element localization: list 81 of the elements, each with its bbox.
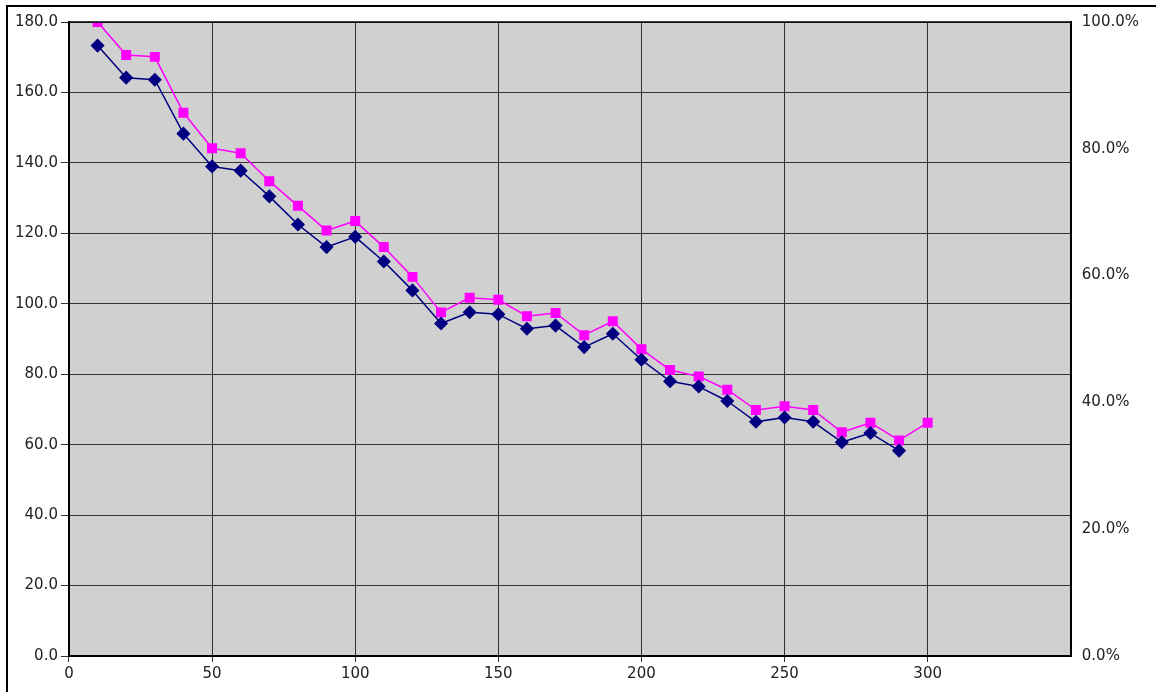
point — [207, 143, 218, 154]
point — [464, 292, 475, 303]
point — [350, 216, 361, 227]
point — [233, 163, 248, 178]
point — [777, 410, 792, 425]
point — [577, 340, 591, 354]
point — [292, 200, 303, 211]
y-tick-label: 160.0 — [14, 82, 58, 101]
point — [493, 294, 504, 305]
y-tick-label: 140.0 — [14, 152, 58, 171]
point — [663, 374, 677, 389]
point — [149, 51, 160, 62]
y2-tick-label: 60.0% — [1081, 265, 1130, 284]
x-tick-label: 50 — [202, 663, 222, 682]
y2-tick-label: 0.0% — [1081, 645, 1120, 664]
point — [693, 371, 704, 382]
point — [262, 189, 277, 204]
y2-tick-label: 80.0% — [1081, 138, 1130, 157]
x-tick-label: 250 — [770, 663, 799, 682]
point — [722, 384, 733, 395]
x-tick-label: 200 — [627, 663, 656, 682]
point — [462, 305, 477, 319]
point — [806, 415, 820, 429]
point — [491, 307, 506, 322]
point — [377, 254, 391, 269]
point — [148, 73, 162, 87]
point — [205, 159, 219, 174]
y2-tick-label: 20.0% — [1081, 519, 1130, 538]
point — [405, 283, 420, 298]
point — [407, 271, 418, 282]
point — [779, 401, 790, 412]
point — [321, 225, 332, 236]
point — [176, 126, 191, 141]
x-tick-label: 300 — [913, 663, 942, 682]
point — [235, 148, 246, 159]
point — [119, 70, 133, 85]
point — [520, 322, 534, 336]
x-tick-label: 100 — [340, 663, 370, 682]
y-tick-label: 0.0 — [34, 645, 58, 664]
point — [178, 107, 189, 118]
point — [665, 365, 676, 376]
point — [521, 311, 532, 322]
point — [90, 38, 105, 53]
point — [863, 426, 878, 440]
point — [720, 394, 735, 408]
point — [607, 316, 618, 327]
point — [808, 405, 819, 415]
point — [319, 240, 334, 254]
y-tick-label: 100.0 — [14, 293, 58, 312]
y2-tick-label: 100.0% — [1081, 11, 1140, 30]
point — [291, 217, 305, 232]
point — [750, 405, 761, 415]
point — [348, 230, 362, 244]
y-tick-label: 120.0 — [14, 223, 58, 242]
point — [550, 308, 561, 318]
point — [548, 318, 563, 333]
point — [835, 435, 849, 449]
y-tick-label: 60.0 — [24, 434, 58, 453]
point — [378, 242, 389, 253]
point — [121, 49, 132, 60]
x-tick-label: 0 — [64, 663, 74, 682]
y-tick-label: 20.0 — [24, 575, 58, 594]
point — [922, 417, 933, 428]
point — [434, 316, 448, 331]
point — [892, 443, 906, 458]
point — [749, 415, 763, 429]
point — [436, 307, 447, 318]
point — [264, 176, 275, 187]
point — [606, 326, 620, 341]
x-tick-label: 150 — [483, 663, 513, 682]
point — [691, 379, 706, 394]
y-tick-label: 40.0 — [24, 505, 58, 523]
point — [894, 435, 905, 446]
y-tick-label: 80.0 — [24, 364, 58, 383]
y-tick-label: 180.0 — [14, 11, 58, 30]
point — [865, 417, 876, 428]
y2-tick-label: 40.0% — [1081, 392, 1130, 411]
point — [836, 427, 847, 438]
point — [579, 330, 590, 341]
point — [636, 344, 647, 355]
point — [634, 353, 649, 367]
